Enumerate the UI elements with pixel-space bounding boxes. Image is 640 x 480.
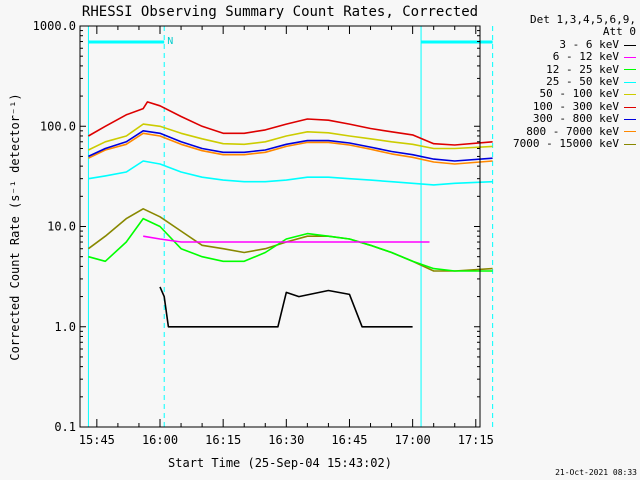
x-tick-label: 16:15 [205,433,241,447]
series-line [88,132,493,165]
series-line [88,130,493,162]
y-tick-label: 0.1 [54,420,76,434]
legend-item: 3 - 6 keV [486,37,636,51]
x-tick-label: 17:00 [395,433,431,447]
legend-detectors: Det 1,3,4,5,6,9, [530,13,636,26]
legend-item: 50 - 100 keV [486,88,636,100]
x-tick-label: 17:15 [458,433,494,447]
x-axis-label: Start Time (25-Sep-04 15:43:02) [168,456,392,470]
series-line [143,235,430,243]
legend-swatch [624,118,636,120]
legend-attenuator: Att 0 [602,25,636,39]
legend-label: 800 - 7000 keV [526,124,619,138]
legend-swatch [624,131,636,133]
legend-item: 300 - 800 keV [486,112,636,126]
legend: Det 1,3,4,5,6,9, Att 0 3 - 6 keV 6 - 12 k… [486,13,636,151]
y-tick-label: 10.0 [47,220,76,234]
x-axis: 15:45 16:00 16:15 16:30 16:45 17:00 17:15 [79,26,494,447]
y-axis: 0.1 1.0 10.0 100.0 1000.0 [33,19,480,434]
generation-timestamp: 21-Oct-2021 08:33 [555,468,637,477]
y-axis-label: Corrected Count Rate (s⁻¹ detector⁻¹) [8,93,22,360]
x-tick-label: 16:30 [268,433,304,447]
series-line [88,101,493,146]
series-line [87,208,493,272]
legend-item: 12 - 25 keV [486,62,636,76]
y-tick-label: 100.0 [40,119,76,133]
legend-label: 100 - 300 keV [532,99,619,113]
series-line [159,286,413,328]
legend-label: 3 - 6 keV [559,37,619,51]
legend-item: 7000 - 15000 keV [486,137,636,151]
legend-label: 50 - 100 keV [539,87,619,101]
x-tick-label: 15:45 [79,433,115,447]
legend-label: 6 - 12 keV [552,50,619,64]
series-layer [87,101,493,328]
chart-title: RHESSI Observing Summary Count Rates, Co… [82,4,478,20]
legend-item: 800 - 7000 keV [486,124,636,138]
y-tick-label: 1000.0 [33,19,76,33]
legend-swatch [624,106,636,108]
legend-label: 7000 - 15000 keV [513,137,619,151]
series-line [88,123,493,151]
plot-frame [79,25,481,428]
y-tick-label: 1.0 [54,320,76,334]
x-tick-label: 16:45 [331,433,367,447]
legend-item: 100 - 300 keV [486,99,636,113]
legend-label: 25 - 50 keV [546,75,619,89]
legend-swatch [624,44,636,46]
legend-swatch [624,69,636,71]
legend-swatch [624,94,636,96]
series-line [88,217,493,272]
legend-item: 6 - 12 keV [486,50,636,64]
legend-rows: 3 - 6 keV 6 - 12 keV 12 - 25 keV 25 - 50 ke… [486,37,636,151]
orbit-markers: N [87,26,494,427]
legend-item: 25 - 50 keV [486,75,636,89]
legend-swatch [624,81,636,83]
legend-label: 300 - 800 keV [532,112,619,126]
x-tick-label: 16:00 [142,433,178,447]
series-line [88,160,493,186]
legend-swatch [624,56,636,58]
legend-swatch [624,143,636,145]
legend-label: 12 - 25 keV [546,62,619,76]
annotation-label: N [167,36,173,47]
